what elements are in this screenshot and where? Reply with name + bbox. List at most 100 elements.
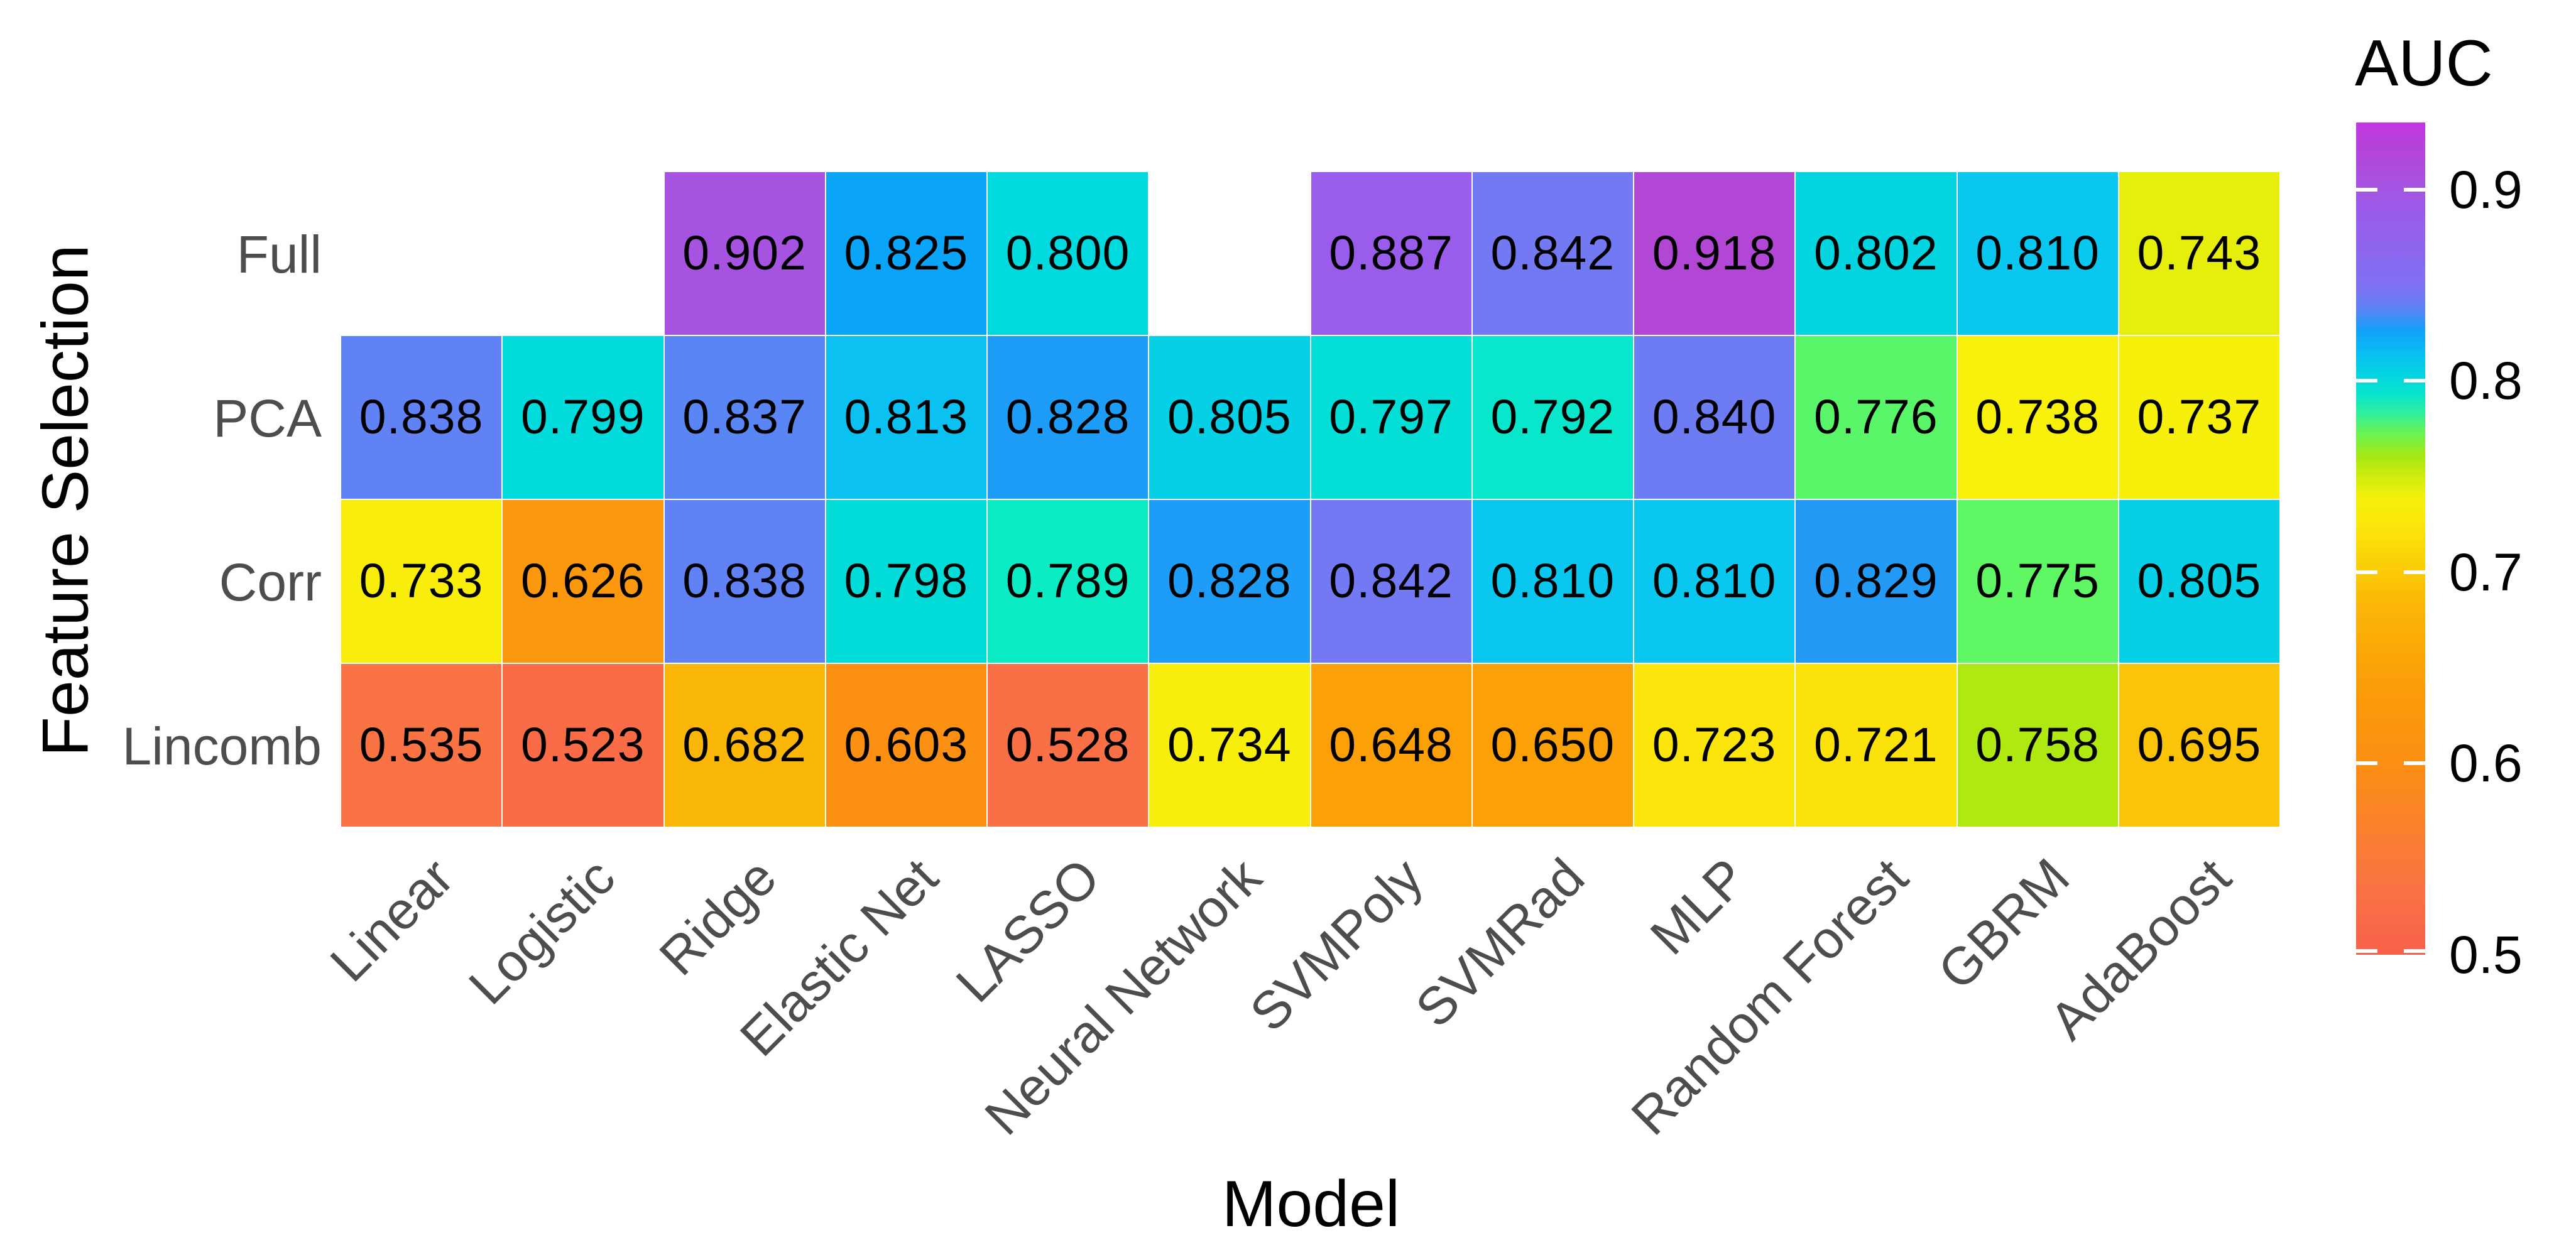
cell-value: 0.828 — [1005, 390, 1130, 444]
cell-value: 0.838 — [359, 390, 484, 444]
colorbar-tick-label: 0.5 — [2449, 925, 2523, 984]
cell-value: 0.810 — [1652, 554, 1777, 608]
cell-value: 0.842 — [1490, 226, 1615, 280]
cell-value: 0.626 — [521, 554, 645, 608]
cell-value: 0.837 — [682, 390, 807, 444]
cell-value: 0.802 — [1814, 226, 1938, 280]
heatmap-cell: 0.902 — [664, 172, 825, 335]
cell-value: 0.805 — [1167, 390, 1292, 444]
y-tick-label-corr: Corr — [219, 552, 322, 612]
heatmap-cell: 0.797 — [1311, 336, 1471, 499]
colorbar-tick-mark — [2356, 187, 2377, 192]
cell-value: 0.733 — [359, 554, 484, 608]
colorbar-tick-mark — [2356, 379, 2377, 383]
cell-value: 0.902 — [682, 226, 807, 280]
heatmap-cell: 0.737 — [2119, 336, 2279, 499]
colorbar-tick-label: 0.7 — [2449, 542, 2523, 602]
cell-value: 0.737 — [2137, 390, 2262, 444]
heatmap-cell: 0.648 — [1311, 664, 1471, 827]
heatmap-cell: 0.738 — [1957, 336, 2118, 499]
cell-value: 0.695 — [2137, 718, 2262, 772]
heatmap-cell: 0.825 — [826, 172, 986, 335]
cell-value: 0.523 — [521, 718, 645, 772]
heatmap-cell: 0.810 — [1472, 500, 1633, 663]
heatmap-cell: 0.535 — [341, 664, 502, 827]
cell-value: 0.650 — [1490, 718, 1615, 772]
cell-value: 0.842 — [1329, 554, 1453, 608]
cell-value: 0.648 — [1329, 718, 1453, 772]
cell-value: 0.682 — [682, 718, 807, 772]
heatmap-cell: 0.828 — [988, 336, 1149, 499]
heatmap-cell: 0.840 — [1634, 336, 1795, 499]
cell-value: 0.792 — [1490, 390, 1615, 444]
legend-title: AUC — [2355, 27, 2493, 100]
heatmap-cell: 0.776 — [1796, 336, 1957, 499]
x-tick-label-text: LASSO — [944, 847, 1111, 1014]
heatmap-cell: 0.528 — [988, 664, 1149, 827]
heatmap-cell: 0.721 — [1796, 664, 1957, 827]
heatmap-cell: 0.837 — [664, 336, 825, 499]
heatmap-cell: 0.799 — [503, 336, 663, 499]
cell-value: 0.797 — [1329, 390, 1453, 444]
cell-value: 0.810 — [1975, 226, 2100, 280]
heatmap-cell: 0.829 — [1796, 500, 1957, 663]
colorbar-tick-mark — [2404, 949, 2425, 953]
x-axis-title: Model — [1221, 1168, 1400, 1241]
heatmap-cell: 0.828 — [1149, 500, 1310, 663]
heatmap-cell: 0.734 — [1149, 664, 1310, 827]
cell-value: 0.758 — [1975, 718, 2100, 772]
cell-value: 0.838 — [682, 554, 807, 608]
cell-value: 0.887 — [1329, 226, 1453, 280]
cell-value: 0.734 — [1167, 718, 1292, 772]
cell-value: 0.723 — [1652, 718, 1777, 772]
cell-value: 0.743 — [2137, 226, 2262, 280]
heatmap-cell: 0.603 — [826, 664, 986, 827]
cell-value: 0.775 — [1975, 554, 2100, 608]
x-tick-label-text: Random Forest — [1620, 847, 1919, 1146]
heatmap-cell: 0.650 — [1472, 664, 1633, 827]
cell-value: 0.776 — [1814, 390, 1938, 444]
heatmap-cell: 0.802 — [1796, 172, 1957, 335]
cell-value: 0.799 — [521, 390, 645, 444]
cell-value: 0.738 — [1975, 390, 2100, 444]
heatmap-cell: 0.789 — [988, 500, 1149, 663]
colorbar-tick-mark — [2356, 570, 2377, 574]
y-tick-label-full: Full — [236, 224, 322, 284]
heatmap-cell: 0.805 — [2119, 500, 2279, 663]
y-axis-title: Feature Selection — [29, 244, 102, 757]
cell-value: 0.813 — [844, 390, 969, 444]
colorbar-gradient — [2356, 122, 2425, 955]
cell-value: 0.789 — [1005, 554, 1130, 608]
colorbar-tick-mark — [2356, 949, 2377, 953]
cell-value: 0.800 — [1005, 226, 1130, 280]
colorbar-tick-mark — [2404, 761, 2425, 766]
heatmap-cell: 0.792 — [1472, 336, 1633, 499]
colorbar-tick-label: 0.6 — [2449, 734, 2523, 793]
heatmap-cell: 0.918 — [1634, 172, 1795, 335]
cell-value: 0.918 — [1652, 226, 1777, 280]
y-tick-label-pca: PCA — [213, 388, 322, 448]
colorbar-tick-mark — [2404, 187, 2425, 192]
heatmap-cell: 0.838 — [664, 500, 825, 663]
cell-value: 0.603 — [844, 718, 969, 772]
x-tick-label-text: Ridge — [648, 847, 788, 987]
heatmap-cell: 0.775 — [1957, 500, 2118, 663]
heatmap-cell: 0.743 — [2119, 172, 2279, 335]
cell-value: 0.721 — [1814, 718, 1938, 772]
cell-value: 0.810 — [1490, 554, 1615, 608]
cell-value: 0.825 — [844, 226, 969, 280]
heatmap-cell: 0.842 — [1472, 172, 1633, 335]
cell-value: 0.805 — [2137, 554, 2262, 608]
cell-value: 0.798 — [844, 554, 969, 608]
heatmap-cell: 0.805 — [1149, 336, 1310, 499]
cell-value: 0.828 — [1167, 554, 1292, 608]
cell-value: 0.829 — [1814, 554, 1938, 608]
heatmap-cell: 0.798 — [826, 500, 986, 663]
heatmap-cell: 0.800 — [988, 172, 1149, 335]
x-tick-label-text: MLP — [1639, 847, 1757, 966]
x-tick-label-text: GBRM — [1926, 847, 2081, 1001]
x-axis-title-wrap: Model — [341, 1167, 2281, 1242]
y-tick-label-lincomb: Lincomb — [122, 716, 322, 776]
heatmap-cell: 0.842 — [1311, 500, 1471, 663]
heatmap-cell: 0.887 — [1311, 172, 1471, 335]
